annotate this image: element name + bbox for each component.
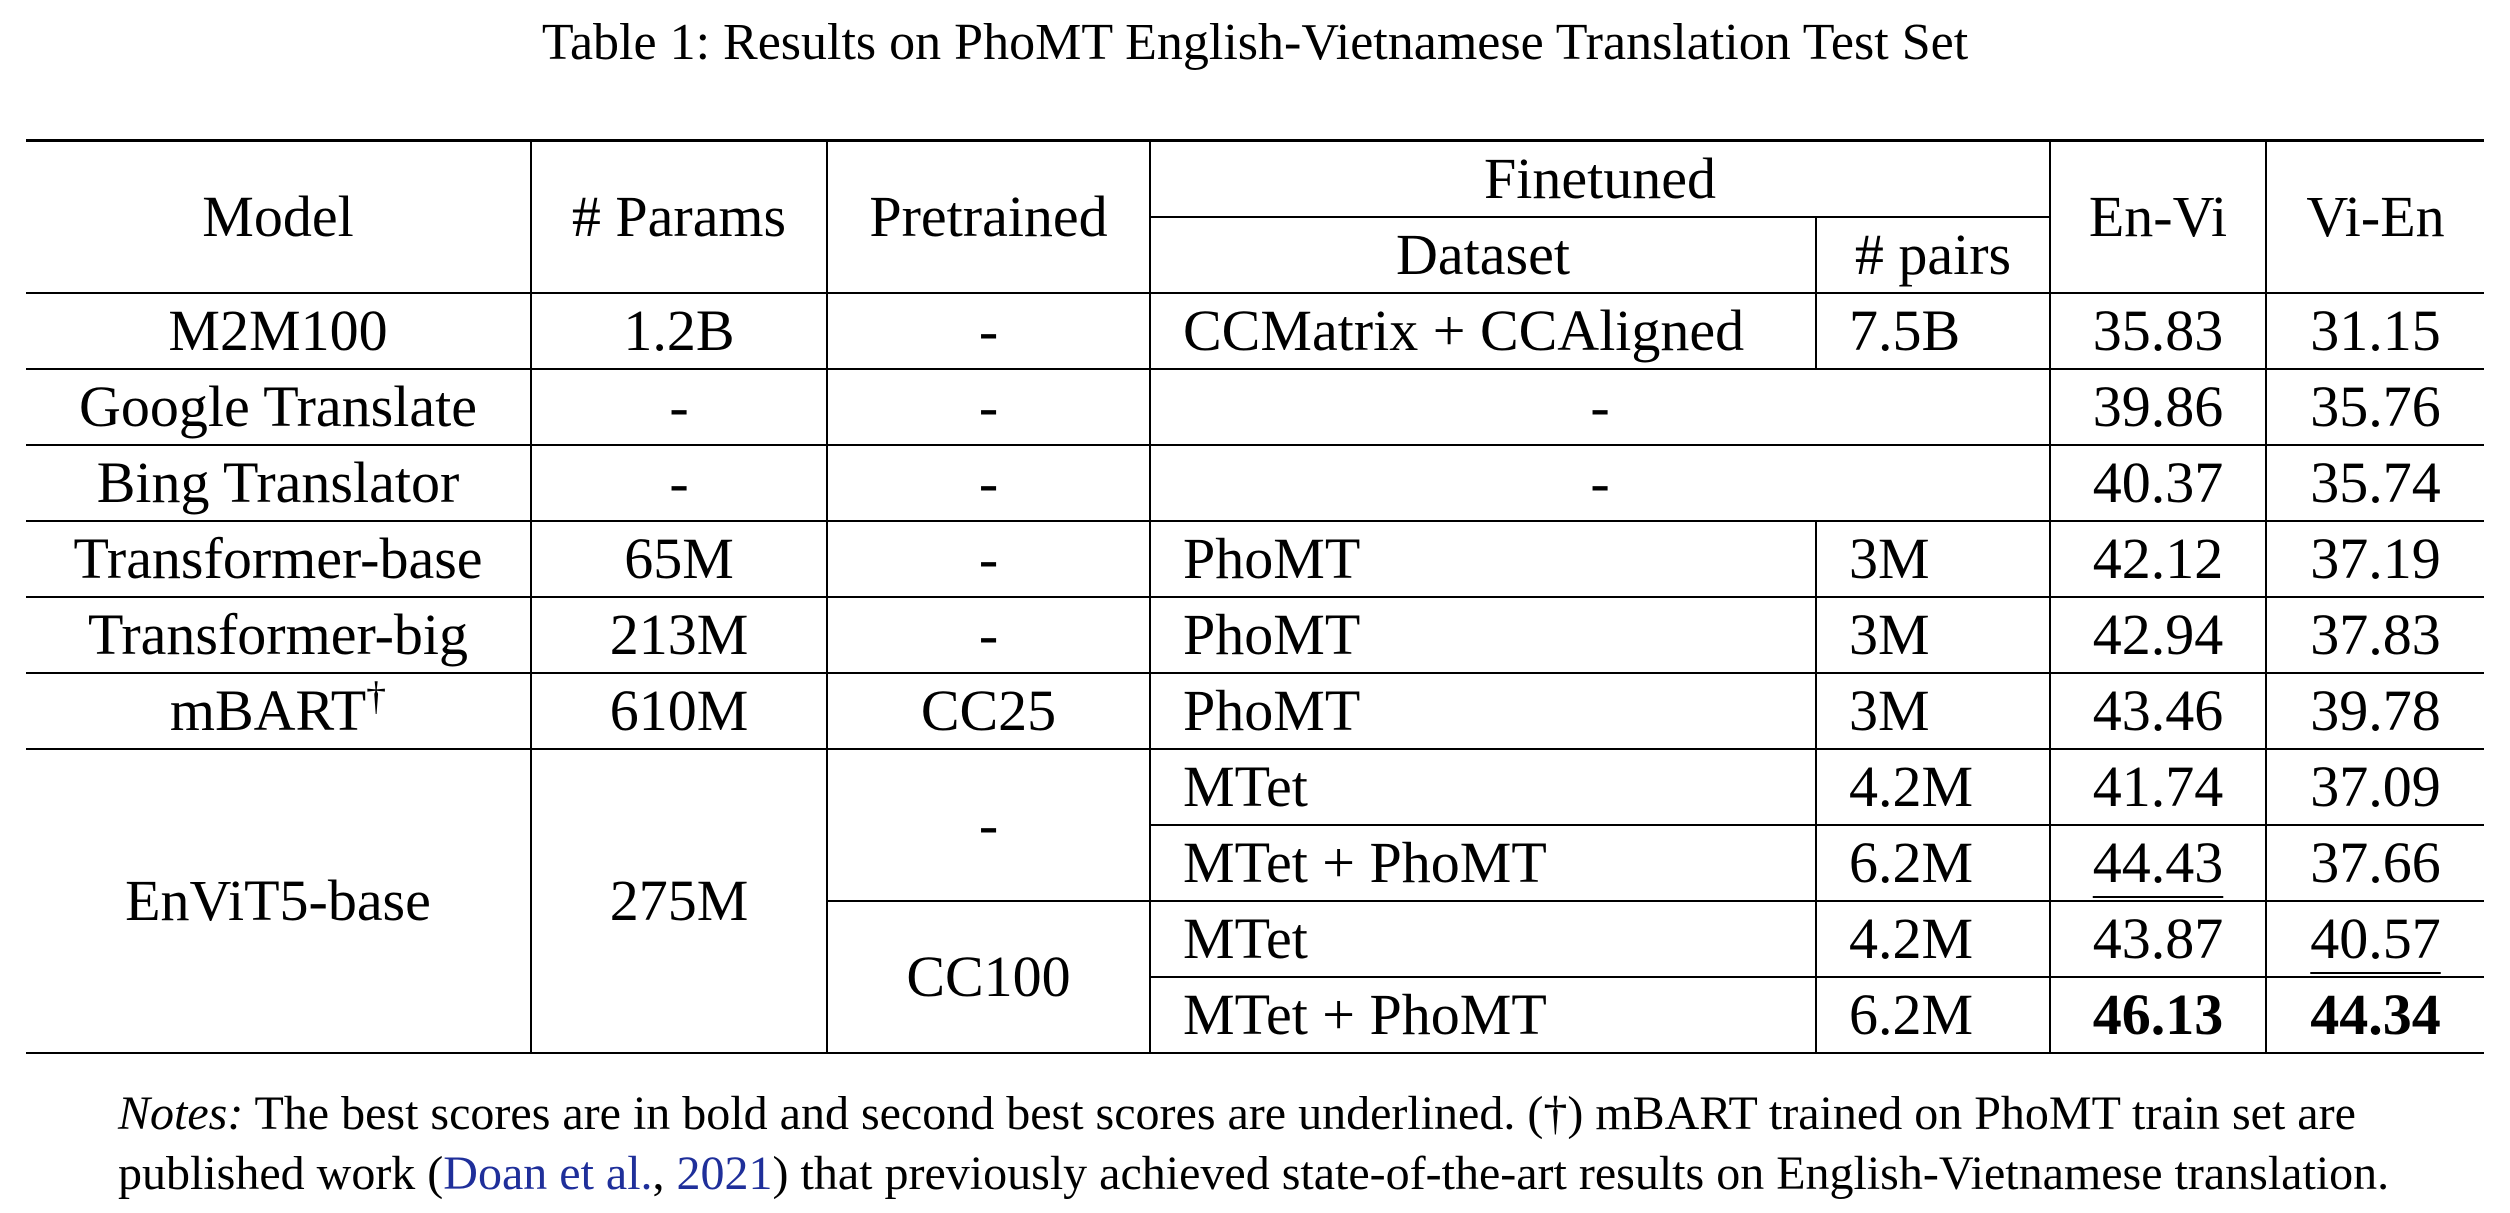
- citation-year-link[interactable]: 2021: [676, 1147, 773, 1200]
- params-cell: 610M: [530, 673, 827, 750]
- model-cell: EnViT5-base: [26, 749, 531, 1054]
- header-params: # Params: [530, 139, 827, 294]
- dataset-cell: MTet + PhoMT: [1149, 825, 1816, 902]
- params-cell: 1.2B: [530, 293, 827, 370]
- en-vi-score: 42.12: [2049, 521, 2267, 598]
- header-en-vi: En-Vi: [2049, 139, 2267, 294]
- model-cell: Google Translate: [26, 369, 531, 446]
- dataset-cell: MTet: [1149, 901, 1816, 978]
- en-vi-score: 44.43: [2049, 825, 2267, 902]
- table-row: Bing Translator - - - 40.37 35.74: [26, 445, 2485, 522]
- finetuned-cell: -: [1148, 369, 2051, 446]
- header-model: Model: [26, 139, 531, 294]
- pretrained-cell: CC25: [826, 673, 1150, 750]
- pretrained-cell: -: [826, 749, 1150, 902]
- en-vi-score: 39.86: [2049, 369, 2267, 446]
- en-vi-score: 42.94: [2049, 597, 2267, 674]
- model-cell: M2M100: [26, 293, 531, 370]
- dataset-cell: MTet + PhoMT: [1149, 977, 1816, 1054]
- en-vi-score: 40.37: [2049, 445, 2267, 522]
- params-cell: 275M: [530, 749, 827, 1054]
- header-pretrained: Pretrained: [826, 139, 1150, 294]
- dagger-mark: †: [366, 673, 387, 719]
- table-row: M2M100 1.2B - CCMatrix + CCAligned 7.5B …: [26, 293, 2485, 370]
- params-cell: -: [530, 369, 827, 446]
- vi-en-score: 39.78: [2265, 673, 2485, 750]
- header-finetuned: Finetuned: [1148, 139, 2051, 218]
- vi-en-score: 37.83: [2265, 597, 2485, 674]
- en-vi-score: 41.74: [2049, 749, 2267, 826]
- model-name: mBART: [169, 678, 367, 743]
- params-cell: 65M: [530, 521, 827, 598]
- dataset-cell: CCMatrix + CCAligned: [1149, 293, 1816, 370]
- vi-en-score: 40.57: [2265, 901, 2485, 978]
- pretrained-cell: -: [826, 293, 1150, 370]
- header-pairs: # pairs: [1814, 217, 2051, 294]
- params-cell: 213M: [530, 597, 827, 674]
- pairs-cell: 3M: [1814, 521, 2051, 598]
- table-row: Transformer-big 213M - PhoMT 3M 42.94 37…: [26, 597, 2485, 674]
- table-row: MTet + PhoMT 6.2M 44.43 37.66: [26, 825, 2485, 902]
- header-row-1: Model # Params Pretrained Finetuned En-V…: [26, 139, 2485, 294]
- header-dataset: Dataset: [1149, 217, 1816, 294]
- en-vi-score: 35.83: [2049, 293, 2267, 370]
- vi-en-score: 37.09: [2265, 749, 2485, 826]
- dataset-cell: PhoMT: [1149, 521, 1816, 598]
- model-cell: mBART†: [26, 673, 531, 750]
- model-cell: Transformer-big: [26, 597, 531, 674]
- vi-en-score: 31.15: [2265, 293, 2485, 370]
- pairs-cell: 3M: [1814, 597, 2051, 674]
- table-row: EnViT5-base 275M - MTet 4.2M 41.74 37.09: [26, 749, 2485, 1054]
- pairs-cell: 6.2M: [1814, 825, 2051, 902]
- table-row: mBART† 610M CC25 PhoMT 3M 43.46 39.78: [26, 673, 2485, 750]
- vi-en-score: 37.66: [2265, 825, 2485, 902]
- second-best-score: 40.57: [2310, 906, 2441, 971]
- header-row-2: Dataset # pairs: [26, 217, 2484, 294]
- table-caption: Table 1: Results on PhoMT English-Vietna…: [541, 14, 1969, 71]
- notes-line-1: Notes: The best scores are in bold and s…: [118, 1084, 2498, 1144]
- params-cell: -: [530, 445, 827, 522]
- dataset-cell: PhoMT: [1149, 597, 1816, 674]
- notes-line-2: published work (Doan et al., 2021) that …: [118, 1144, 2498, 1204]
- pretrained-cell: -: [826, 597, 1150, 674]
- dataset-cell: MTet: [1149, 749, 1816, 826]
- table-notes: Notes: The best scores are in bold and s…: [118, 1084, 2498, 1204]
- pairs-cell: 4.2M: [1814, 901, 2051, 978]
- dataset-cell: PhoMT: [1149, 673, 1816, 750]
- notes-label: Notes:: [118, 1087, 244, 1140]
- table-row: MTet + PhoMT 6.2M 46.13 44.34: [26, 977, 2485, 1054]
- pretrained-cell: -: [826, 445, 1150, 522]
- model-cell: Transformer-base: [26, 521, 531, 598]
- second-best-score: 44.43: [2092, 830, 2224, 895]
- en-vi-score: 43.46: [2049, 673, 2267, 750]
- vi-en-score: 37.19: [2265, 521, 2485, 598]
- table-row: Transformer-base 65M - PhoMT 3M 42.12 37…: [26, 521, 2485, 598]
- citation-separator: ,: [652, 1147, 677, 1200]
- notes-text-2b: ) that previously achieved state-of-the-…: [772, 1147, 2390, 1200]
- en-vi-score: 43.87: [2049, 901, 2267, 978]
- model-cell: Bing Translator: [26, 445, 531, 522]
- results-table: Model # Params Pretrained Finetuned En-V…: [26, 139, 2485, 1054]
- header-vi-en: Vi-En: [2265, 139, 2485, 294]
- notes-text-1: The best scores are in bold and second b…: [254, 1087, 2356, 1140]
- citation-author-link[interactable]: Doan et al.: [443, 1147, 653, 1200]
- pairs-cell: 7.5B: [1814, 293, 2051, 370]
- best-en-vi-score: 46.13: [2049, 977, 2267, 1054]
- pretrained-cell: -: [826, 369, 1150, 446]
- notes-text-2a: published work (: [118, 1147, 444, 1200]
- finetuned-cell: -: [1148, 445, 2051, 522]
- pairs-cell: 4.2M: [1814, 749, 2051, 826]
- vi-en-score: 35.74: [2265, 445, 2485, 522]
- table-row: Google Translate - - - 39.86 35.76: [26, 369, 2485, 446]
- table-row: CC100 MTet 4.2M 43.87 40.57: [26, 901, 2485, 1054]
- vi-en-score: 35.76: [2265, 369, 2485, 446]
- pairs-cell: 3M: [1814, 673, 2051, 750]
- pretrained-cell: -: [826, 521, 1150, 598]
- pairs-cell: 6.2M: [1814, 977, 2051, 1054]
- pretrained-cell: CC100: [826, 901, 1150, 1054]
- best-vi-en-score: 44.34: [2265, 977, 2485, 1054]
